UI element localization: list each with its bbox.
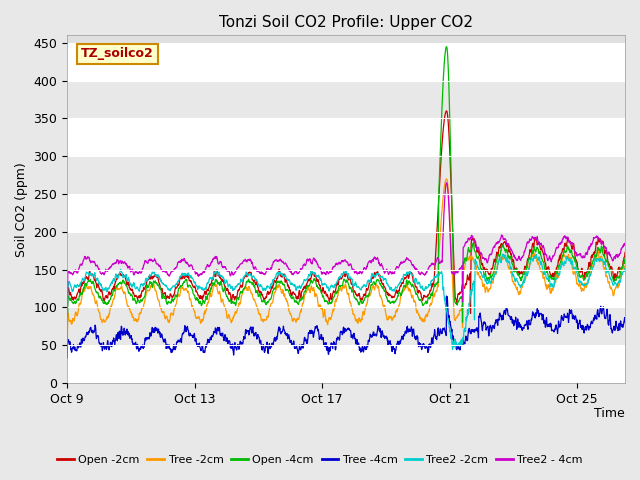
Text: Time: Time [595, 407, 625, 420]
Bar [67, 81, 625, 119]
Bar [67, 345, 625, 383]
Bar [67, 270, 625, 307]
Text: TZ_soilco2: TZ_soilco2 [81, 48, 154, 60]
Bar [67, 194, 625, 232]
Bar [67, 307, 625, 345]
Bar [67, 156, 625, 194]
Bar [67, 43, 625, 81]
Title: Tonzi Soil CO2 Profile: Upper CO2: Tonzi Soil CO2 Profile: Upper CO2 [219, 15, 473, 30]
Bar [67, 119, 625, 156]
Bar [67, 232, 625, 270]
Y-axis label: Soil CO2 (ppm): Soil CO2 (ppm) [15, 162, 28, 256]
Legend: Open -2cm, Tree -2cm, Open -4cm, Tree -4cm, Tree2 -2cm, Tree2 - 4cm: Open -2cm, Tree -2cm, Open -4cm, Tree -4… [52, 451, 588, 469]
